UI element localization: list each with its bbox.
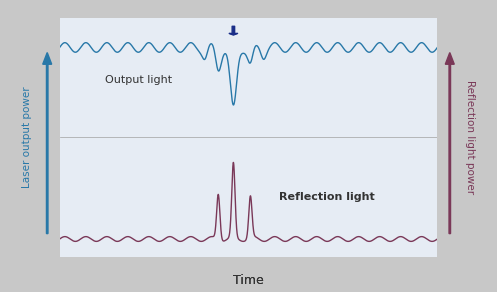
- Text: Reflection light: Reflection light: [279, 192, 374, 202]
- Text: Reflection light power: Reflection light power: [465, 80, 475, 194]
- Text: Laser output power: Laser output power: [22, 86, 32, 188]
- Text: Output light: Output light: [105, 75, 172, 85]
- Bar: [60, 18, 437, 137]
- Bar: [60, 137, 437, 257]
- Text: Time: Time: [233, 274, 264, 287]
- Text: Time: Time: [233, 274, 264, 287]
